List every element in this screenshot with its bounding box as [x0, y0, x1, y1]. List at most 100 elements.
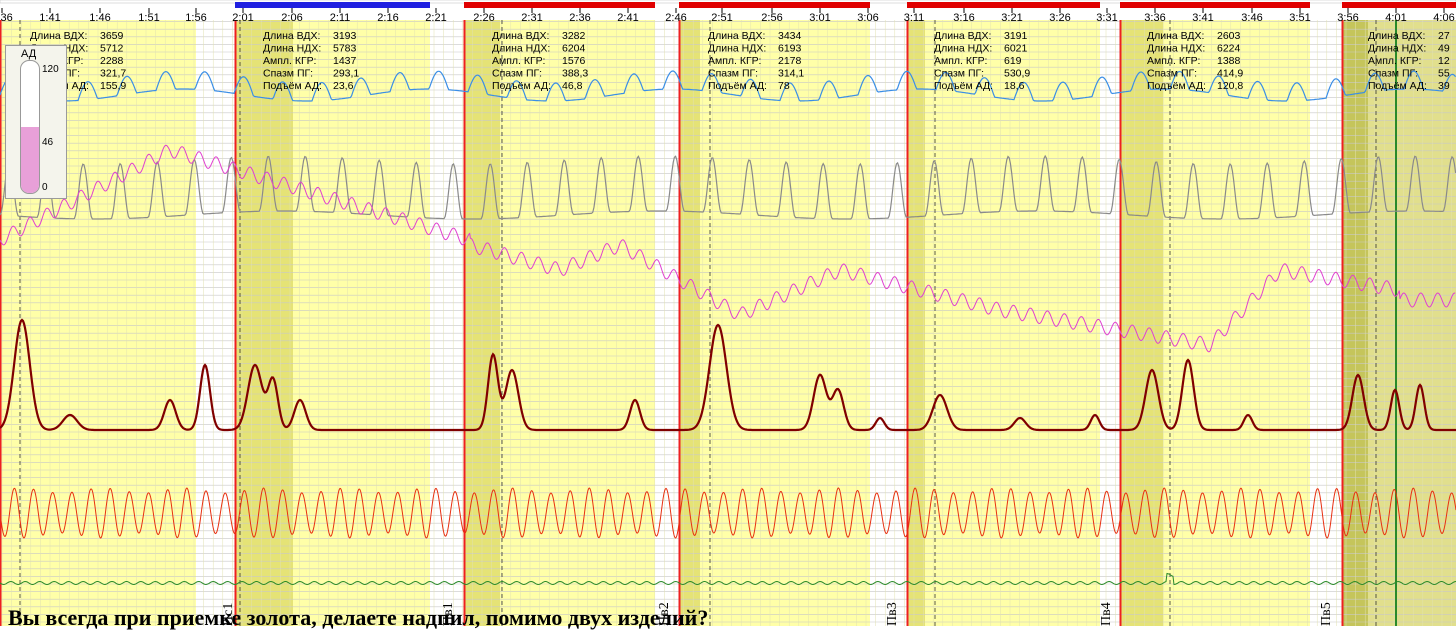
time-tick-label: 2:16 [377, 12, 398, 24]
stat-value: 530,9 [1004, 68, 1030, 80]
question-marker-label: Пв2 [657, 602, 672, 626]
zone-indicator [679, 2, 870, 8]
stat-label: Ампл. КГР: [492, 55, 545, 67]
zone-indicator [1120, 2, 1310, 8]
response-band [235, 8, 293, 626]
time-tick-label: 1:41 [39, 12, 60, 24]
segment-backgrounds [0, 8, 1456, 626]
question-marker-label: Пв5 [1319, 602, 1334, 626]
response-band [679, 8, 700, 626]
question-marker-label: Пв4 [1099, 602, 1114, 626]
stat-value: 55 [1438, 68, 1450, 80]
time-tick-label: 1:56 [185, 12, 206, 24]
stat-label: Подъём АД: [1368, 80, 1427, 92]
respiration-lower-trace [0, 154, 1456, 220]
stat-value: 155,9 [100, 80, 126, 92]
stat-value: 619 [1004, 55, 1022, 67]
time-tick-label: 3:01 [809, 12, 830, 24]
time-tick-label: 2:11 [330, 12, 351, 24]
stat-value: 1437 [333, 55, 357, 67]
signal-traces [0, 70, 1456, 586]
stat-label: Подъём АД: [708, 80, 767, 92]
stat-label: Длина ВДХ: [1147, 30, 1204, 42]
time-tick-label: 3:06 [857, 12, 878, 24]
stat-label: Длина НДХ: [934, 43, 992, 55]
gauge-scale-bottom: 0 [42, 182, 48, 193]
stat-value: 6021 [1004, 43, 1028, 55]
gauge-scale-top: 120 [42, 64, 59, 75]
time-tick-label: 3:26 [1049, 12, 1070, 24]
rest-stripe [655, 8, 679, 626]
stat-value: 46,8 [562, 80, 583, 92]
stat-label: Длина ВДХ: [263, 30, 320, 42]
time-axis: 1:36 1:41 1:46 1:51 1:56 2:01 2:06 2:11 2:16 2:21… [0, 0, 1456, 24]
gauge-tube-icon [20, 60, 40, 194]
stat-label: Длина НДХ: [708, 43, 766, 55]
stat-value: 6204 [562, 43, 586, 55]
stat-label: Подъём АД: [1147, 80, 1206, 92]
time-tick-label: 3:16 [953, 12, 974, 24]
time-tick-label: 2:01 [232, 12, 253, 24]
stat-label: Ампл. КГР: [1368, 55, 1421, 67]
zone-indicator [1342, 2, 1456, 8]
question-marker-label: Пс1 [221, 603, 236, 626]
time-tick-label: 2:46 [665, 12, 686, 24]
stat-value: 3659 [100, 30, 124, 42]
gauge-scale-mid: 46 [42, 137, 54, 148]
stat-value: 6224 [1217, 43, 1241, 55]
time-tick-label: 3:21 [1001, 12, 1022, 24]
stat-label: Длина ВДХ: [492, 30, 549, 42]
stat-value: 3282 [562, 30, 586, 42]
respiration-upper-trace [0, 70, 1456, 102]
question-marker-label: Пв3 [885, 602, 900, 626]
time-tick-label: 3:51 [1289, 12, 1310, 24]
time-tick-label: 4:01 [1385, 12, 1406, 24]
stat-value: 18,6 [1004, 80, 1025, 92]
response-band [907, 8, 925, 626]
stat-value: 49 [1438, 43, 1450, 55]
stat-value: 2603 [1217, 30, 1241, 42]
time-tick-label: 1:46 [89, 12, 110, 24]
stat-value: 2178 [778, 55, 802, 67]
zone-indicator [235, 2, 430, 8]
stat-value: 321,7 [100, 68, 126, 80]
stat-value: 12 [1438, 55, 1450, 67]
stat-value: 314,1 [778, 68, 804, 80]
stat-value: 5783 [333, 43, 357, 55]
stat-value: 78 [778, 80, 790, 92]
stat-value: 1576 [562, 55, 586, 67]
zone-indicator [907, 2, 1100, 8]
stat-label: Подъём АД: [263, 80, 322, 92]
stat-value: 293,1 [333, 68, 359, 80]
time-tick-label: 3:31 [1096, 12, 1117, 24]
stat-label: Длина НДХ: [1368, 43, 1426, 55]
zone-indicator [464, 2, 655, 8]
stat-label: Длина НДХ: [263, 43, 321, 55]
stat-label: Длина НДХ: [492, 43, 550, 55]
time-tick-label: 1:51 [138, 12, 159, 24]
stat-label: Ампл. КГР: [263, 55, 316, 67]
time-tick-label: 2:36 [569, 12, 590, 24]
time-tick-label: 3:36 [1144, 12, 1165, 24]
stat-label: Спазм ПГ: [1147, 68, 1197, 80]
stat-label: Длина ВДХ: [1368, 30, 1425, 42]
stat-value: 23,6 [333, 80, 354, 92]
stat-label: Длина ВДХ: [30, 30, 87, 42]
time-tick-label: 2:26 [473, 12, 494, 24]
time-tick-label: 3:56 [1337, 12, 1358, 24]
stat-value: 3434 [778, 30, 802, 42]
time-tick-label: 2:06 [281, 12, 302, 24]
time-tick-label: 2:31 [521, 12, 542, 24]
time-tick-label: 3:11 [904, 12, 925, 24]
stat-value: 2288 [100, 55, 124, 67]
stat-label: Длина ВДХ: [934, 30, 991, 42]
blood-pressure-trace [0, 144, 1456, 353]
pulse-trace [0, 487, 1456, 539]
question-marker-label: Пв1 [441, 602, 456, 626]
stat-label: Ампл. КГР: [934, 55, 987, 67]
time-tick-label: 2:51 [711, 12, 732, 24]
movement-trace [0, 572, 1456, 586]
stat-label: Спазм ПГ: [934, 68, 984, 80]
stat-value: 414,9 [1217, 68, 1243, 80]
